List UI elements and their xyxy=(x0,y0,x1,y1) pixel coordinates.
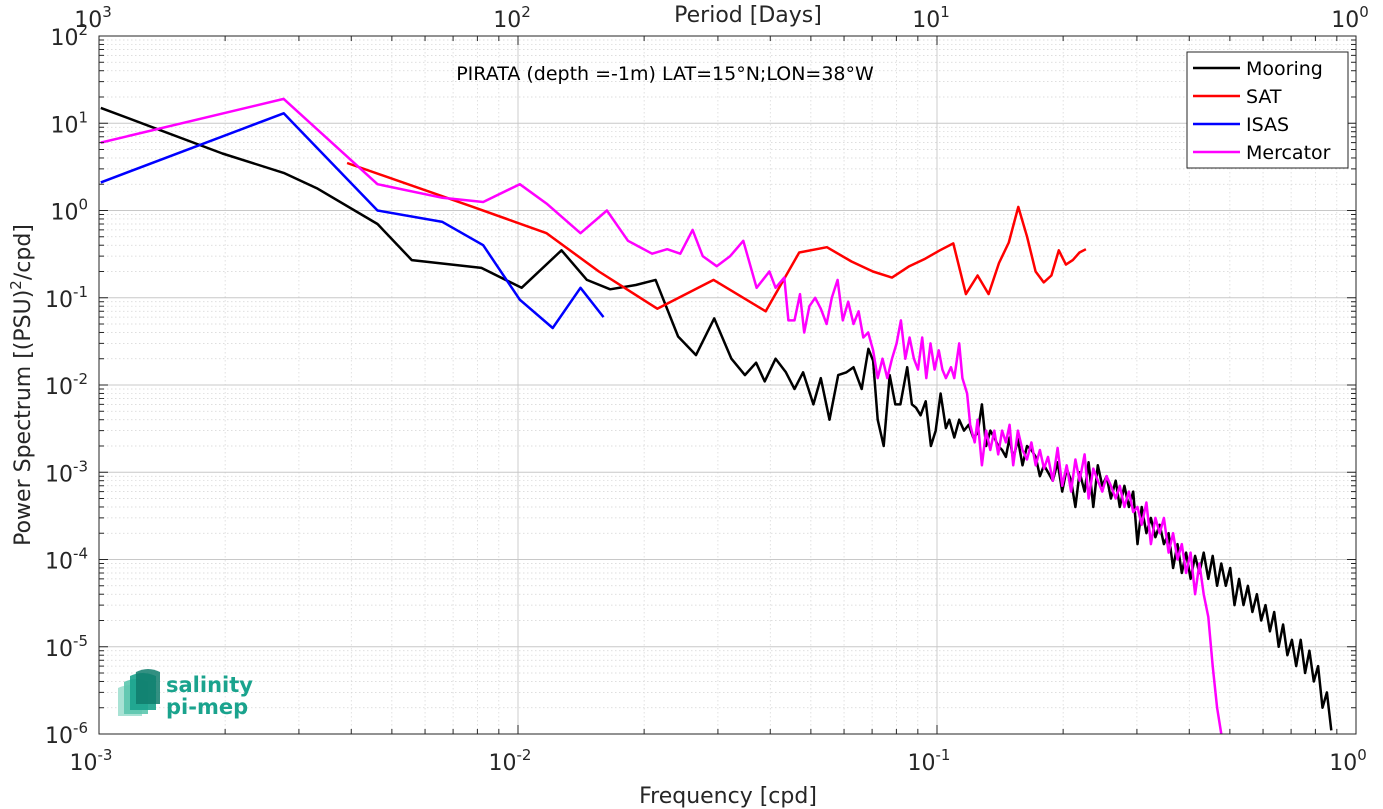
chart-title: PIRATA (depth =-1m) LAT=15°N;LON=38°W xyxy=(456,63,874,85)
y-tick-label-base: 10 xyxy=(45,637,73,662)
y-tick-label: 101 xyxy=(50,108,88,138)
top-tick-label: 103 xyxy=(74,3,112,33)
top-tick-label-exp: 0 xyxy=(1359,3,1369,21)
x-axis-label: Frequency [cpd] xyxy=(639,784,817,809)
x-tick-label-exp: -3 xyxy=(98,746,113,764)
y-tick-label-exp: 2 xyxy=(78,21,88,39)
logo-text-salinity: salinity xyxy=(166,673,253,697)
x-tick-label-exp: -2 xyxy=(517,746,532,764)
top-tick-label-base: 10 xyxy=(912,8,940,33)
y-tick-label-base: 10 xyxy=(45,288,73,313)
y-tick-label-base: 10 xyxy=(50,26,78,51)
y-tick-label-base: 10 xyxy=(45,724,73,749)
x-tick-label: 10-2 xyxy=(489,746,532,776)
y-tick-label-exp: -4 xyxy=(73,545,88,563)
salinity-pi-mep-logo: salinity pi-mep xyxy=(118,669,253,719)
x-tick-label-base: 10 xyxy=(908,751,936,776)
y-tick-label-exp: -2 xyxy=(73,370,88,388)
y-tick-label: 10-6 xyxy=(45,719,88,749)
logo-wave-icon xyxy=(118,669,160,716)
top-tick-label: 100 xyxy=(1331,3,1369,33)
y-axis-label-tail: /cpd] xyxy=(11,224,36,280)
top-tick-label: 102 xyxy=(493,3,531,33)
major-grid xyxy=(98,35,1357,735)
y-tick-label-exp: 1 xyxy=(78,108,88,126)
legend-label-sat: SAT xyxy=(1246,86,1282,108)
y-tick-label: 10-4 xyxy=(45,545,88,575)
y-tick-label-exp: 0 xyxy=(78,196,88,214)
y-axis-label-main: Power Spectrum [(PSU) xyxy=(11,290,36,546)
top-tick-label-base: 10 xyxy=(1331,8,1359,33)
x-tick-label-base: 10 xyxy=(70,751,98,776)
y-tick-label: 10-5 xyxy=(45,632,88,662)
y-tick-label-base: 10 xyxy=(50,201,78,226)
legend: Mooring SAT ISAS Mercator xyxy=(1186,51,1349,169)
y-tick-label-base: 10 xyxy=(45,462,73,487)
y-tick-label: 10-2 xyxy=(45,370,88,400)
x-tick-label-exp: 0 xyxy=(1357,746,1367,764)
x-tick-label: 10-3 xyxy=(70,746,113,776)
top-tick-label-exp: 3 xyxy=(102,3,112,21)
top-tick-label: 101 xyxy=(912,3,950,33)
legend-label-mooring: Mooring xyxy=(1246,58,1323,80)
top-tick-label-base: 10 xyxy=(74,8,102,33)
y-tick-label-base: 10 xyxy=(45,550,73,575)
x-tick-label-base: 10 xyxy=(1329,751,1357,776)
series-line-sat xyxy=(346,161,1087,313)
series-line-mooring xyxy=(100,106,1333,731)
y-tick-label-exp: -6 xyxy=(73,719,88,737)
top-tick-label-exp: 1 xyxy=(940,3,950,21)
y-tick-label-exp: -5 xyxy=(73,632,88,650)
y-tick-label-base: 10 xyxy=(50,113,78,138)
y-tick-label-base: 10 xyxy=(45,375,73,400)
y-tick-label: 10-1 xyxy=(45,283,88,313)
y-axis-label-sup: 2 xyxy=(7,280,25,290)
top-tick-label-exp: 2 xyxy=(521,3,531,21)
series-line-isas xyxy=(100,112,605,330)
top-tick-label-base: 10 xyxy=(493,8,521,33)
x-tick-label: 10-1 xyxy=(908,746,951,776)
series-layer xyxy=(100,97,1333,735)
y-axis-label: Power Spectrum [(PSU)2/cpd] xyxy=(7,224,36,546)
y-tick-label-exp: -1 xyxy=(73,283,88,301)
y-tick-label-exp: -3 xyxy=(73,457,88,475)
logo-text-pi-mep: pi-mep xyxy=(166,695,248,719)
x-tick-label: 100 xyxy=(1329,746,1367,776)
y-tick-label: 100 xyxy=(50,196,88,226)
legend-label-mercator: Mercator xyxy=(1246,142,1331,164)
top-x-axis-label: Period [Days] xyxy=(674,3,822,28)
legend-box xyxy=(1186,51,1349,169)
series-line-mercator xyxy=(100,97,1223,735)
x-tick-label-base: 10 xyxy=(489,751,517,776)
y-tick-label: 102 xyxy=(50,21,88,51)
legend-label-isas: ISAS xyxy=(1246,114,1289,136)
y-tick-label: 10-3 xyxy=(45,457,88,487)
x-tick-label-exp: -1 xyxy=(936,746,951,764)
